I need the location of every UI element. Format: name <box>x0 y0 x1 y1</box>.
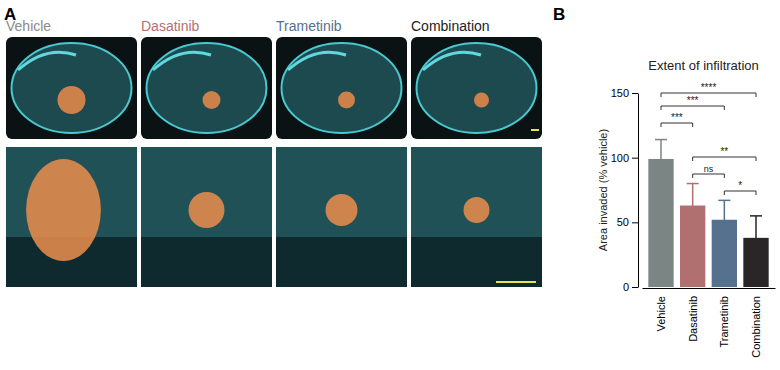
image-panel: Vehicle Dasatinib Trametinib Combination <box>6 18 542 287</box>
micrograph <box>276 147 407 287</box>
tumor <box>203 91 221 109</box>
figure: ABVehicleDasatinibTrametinibCombinationE… <box>0 0 780 370</box>
x-tick-label: Combination <box>750 296 762 358</box>
micrograph <box>6 37 137 139</box>
image-title: Vehicle <box>6 18 51 34</box>
brain-fold <box>153 52 211 70</box>
y-tick-label: 50 <box>617 216 629 228</box>
y-tick: 0 <box>623 281 638 293</box>
bar <box>648 159 673 287</box>
micrograph <box>141 147 272 287</box>
x-tick-label: Vehicle <box>655 296 667 331</box>
significance-label: *** <box>671 112 683 123</box>
bar <box>743 238 768 287</box>
plot-area <box>648 140 768 287</box>
error-cap <box>655 139 667 141</box>
significance-bracket <box>693 157 756 161</box>
brain-section <box>147 43 267 133</box>
bar <box>680 206 705 287</box>
x-tick: Combination <box>750 296 762 358</box>
brain-section <box>282 43 402 133</box>
y-axis-title: Area invaded (% vehicle) <box>597 129 609 251</box>
tumor <box>326 194 358 226</box>
y-tick-mark <box>632 158 638 159</box>
image-title: Dasatinib <box>141 18 200 34</box>
brain-section <box>417 43 537 133</box>
y-tick: 50 <box>617 216 638 228</box>
y-tick-label: 0 <box>623 281 629 293</box>
tissue <box>141 147 272 237</box>
y-tick-mark <box>632 222 638 223</box>
y-tick: 150 <box>611 87 638 99</box>
tumor <box>338 92 355 109</box>
micrograph <box>141 37 272 139</box>
significance-label: **** <box>701 82 717 93</box>
tumor <box>464 197 490 223</box>
y-tick: 100 <box>611 152 638 164</box>
error-cap <box>687 183 699 185</box>
error-cap <box>718 200 730 202</box>
significance-bracket <box>661 106 724 110</box>
y-tick-label: 100 <box>611 152 629 164</box>
significance-label: * <box>738 180 742 191</box>
y-tick-mark <box>632 93 638 94</box>
significance-bracket <box>724 191 756 195</box>
x-axis: Vehicle Dasatinib Trametinib Combination <box>643 289 776 358</box>
scale-bar <box>496 281 536 283</box>
significance-bracket <box>661 123 693 127</box>
y-axis-line <box>638 94 639 288</box>
micrograph <box>6 147 137 287</box>
tumor <box>474 93 489 108</box>
x-tick: Vehicle <box>655 296 667 331</box>
micrograph <box>411 37 542 139</box>
y-tick-label: 150 <box>611 87 629 99</box>
x-tick: Trametinib <box>718 296 730 348</box>
tumor <box>58 86 86 114</box>
y-tick-mark <box>632 287 638 288</box>
brain-section <box>12 43 132 133</box>
x-tick-label: Dasatinib <box>687 296 699 342</box>
y-axis: 0 50 100 150 <box>611 87 639 293</box>
panel-label: B <box>553 5 565 24</box>
significance-bracket <box>693 174 725 178</box>
image-title: Combination <box>411 18 490 34</box>
tissue <box>276 147 407 237</box>
micrograph <box>411 147 542 287</box>
tumor <box>26 159 101 261</box>
tumor <box>189 192 225 228</box>
x-axis-line <box>643 288 776 289</box>
significance-label: ** <box>720 146 728 157</box>
bar <box>712 220 737 287</box>
significance-label: *** <box>687 95 699 106</box>
comparisons: ************ns* <box>661 82 756 195</box>
micrograph <box>276 37 407 139</box>
x-tick-label: Trametinib <box>718 296 730 348</box>
x-tick: Dasatinib <box>687 296 699 342</box>
chart-title: Extent of infiltration <box>648 58 759 73</box>
brain-fold <box>423 52 481 70</box>
scale-bar <box>531 129 539 131</box>
significance-label: ns <box>704 164 714 174</box>
significance-bracket <box>661 93 756 97</box>
tissue <box>411 147 542 237</box>
error-cap <box>750 215 762 217</box>
brain-fold <box>18 52 76 70</box>
brain-fold <box>288 52 346 70</box>
image-title: Trametinib <box>276 18 342 34</box>
